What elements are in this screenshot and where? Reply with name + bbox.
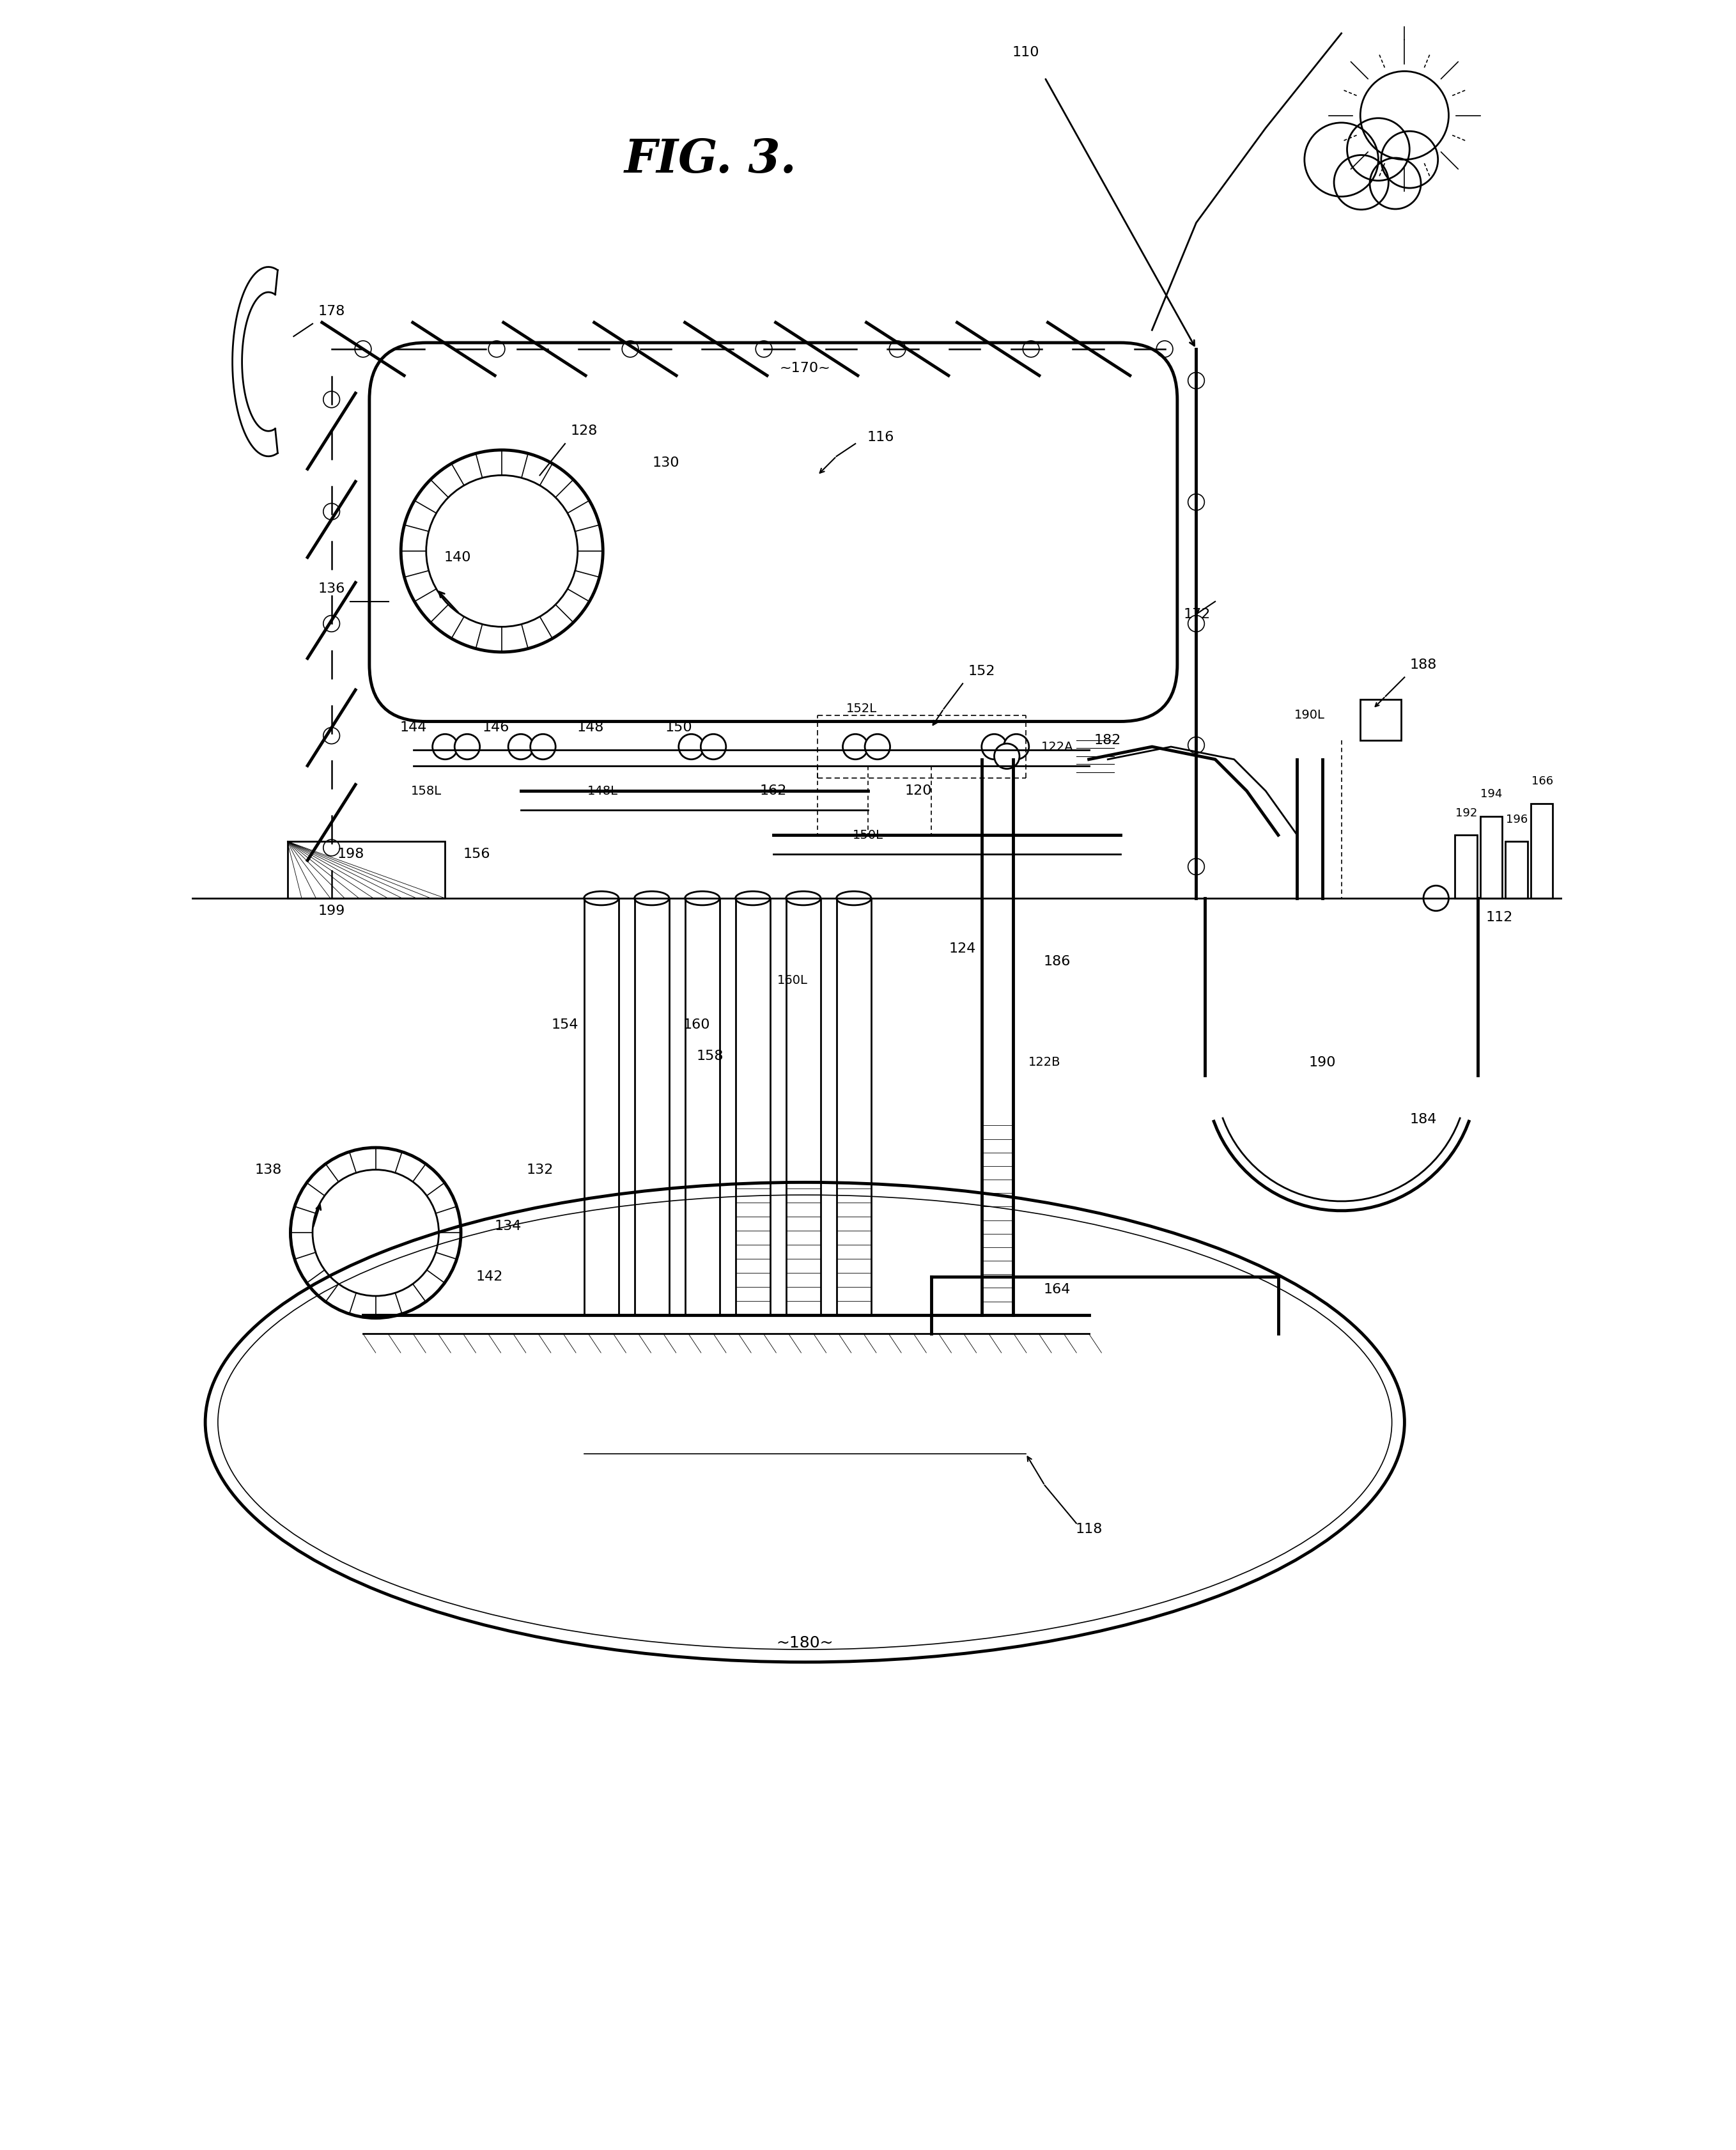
Text: 150L: 150L — [852, 830, 884, 841]
Circle shape — [1003, 733, 1029, 759]
Text: 152: 152 — [969, 664, 995, 677]
Text: ~170~: ~170~ — [779, 361, 830, 374]
Text: 156: 156 — [464, 847, 490, 860]
Circle shape — [679, 733, 703, 759]
Text: 148: 148 — [576, 722, 604, 733]
Ellipse shape — [634, 892, 668, 905]
Circle shape — [842, 733, 868, 759]
Text: 110: 110 — [1012, 45, 1040, 58]
Text: 150: 150 — [665, 722, 693, 733]
Circle shape — [432, 733, 458, 759]
Text: 118: 118 — [1075, 1522, 1102, 1535]
Text: 160L: 160L — [778, 974, 807, 987]
Text: 184: 184 — [1410, 1114, 1437, 1127]
Ellipse shape — [686, 892, 720, 905]
Circle shape — [509, 733, 533, 759]
Text: 128: 128 — [571, 426, 597, 436]
Bar — [288, 841, 444, 899]
Text: 158: 158 — [696, 1049, 724, 1062]
Ellipse shape — [583, 892, 618, 905]
Text: 112: 112 — [1486, 912, 1512, 925]
Text: 196: 196 — [1505, 813, 1528, 826]
Text: 124: 124 — [950, 942, 976, 955]
Ellipse shape — [837, 892, 871, 905]
Circle shape — [1424, 886, 1448, 912]
Bar — [1531, 804, 1552, 899]
Text: 162: 162 — [760, 785, 786, 798]
Text: 154: 154 — [552, 1019, 578, 1030]
Text: 160: 160 — [682, 1019, 710, 1030]
Text: 138: 138 — [255, 1163, 281, 1176]
Text: 188: 188 — [1410, 658, 1437, 671]
Ellipse shape — [786, 892, 821, 905]
Circle shape — [981, 733, 1007, 759]
Circle shape — [701, 733, 726, 759]
Text: 194: 194 — [1481, 789, 1503, 800]
Text: FIG. 3.: FIG. 3. — [623, 138, 797, 183]
Text: 116: 116 — [866, 430, 894, 443]
Text: 136: 136 — [318, 583, 345, 596]
Text: 130: 130 — [653, 456, 679, 469]
Circle shape — [995, 744, 1019, 770]
Bar — [1455, 834, 1477, 899]
Text: 182: 182 — [1094, 733, 1121, 746]
Bar — [1361, 699, 1401, 740]
Text: 198: 198 — [337, 847, 365, 860]
Text: 132: 132 — [526, 1163, 554, 1176]
Text: 146: 146 — [483, 722, 509, 733]
Text: 148L: 148L — [587, 785, 618, 798]
Text: 134: 134 — [495, 1219, 523, 1232]
Bar — [1481, 817, 1502, 899]
Text: 152L: 152L — [847, 703, 877, 716]
Text: 122B: 122B — [1029, 1056, 1061, 1069]
Text: 144: 144 — [399, 722, 427, 733]
Text: 140: 140 — [444, 550, 470, 563]
Ellipse shape — [736, 892, 771, 905]
Text: 120: 120 — [904, 785, 932, 798]
Text: 192: 192 — [1455, 806, 1477, 819]
Text: ~180~: ~180~ — [776, 1636, 833, 1651]
Text: 190L: 190L — [1295, 710, 1325, 720]
Text: 166: 166 — [1531, 776, 1554, 787]
Text: 164: 164 — [1043, 1284, 1071, 1296]
Text: 199: 199 — [318, 905, 345, 918]
Circle shape — [455, 733, 479, 759]
Text: 186: 186 — [1043, 955, 1071, 968]
Circle shape — [529, 733, 556, 759]
Text: 172: 172 — [1184, 608, 1210, 621]
Text: 178: 178 — [318, 305, 345, 318]
Bar — [1505, 841, 1528, 899]
Circle shape — [865, 733, 891, 759]
Text: 142: 142 — [476, 1271, 503, 1284]
Text: 122A: 122A — [1042, 740, 1073, 752]
Text: 190: 190 — [1309, 1056, 1337, 1069]
Text: 158L: 158L — [411, 785, 441, 798]
